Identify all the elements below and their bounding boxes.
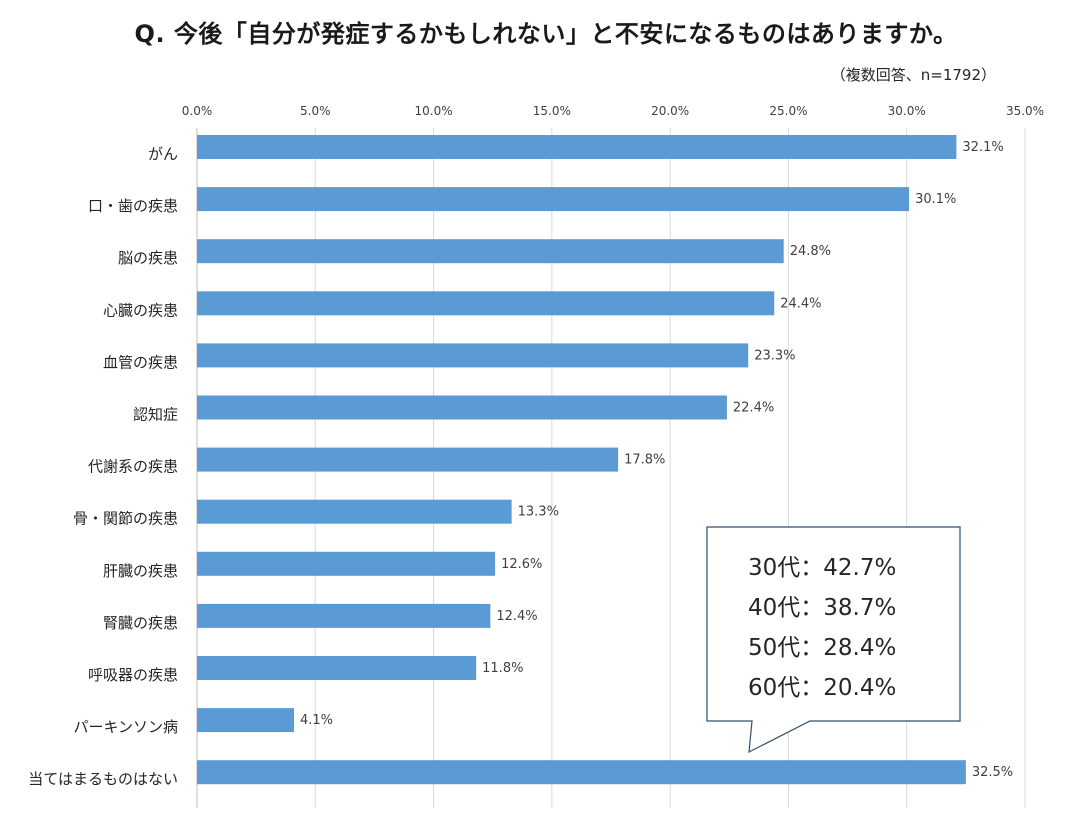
callout-line: 40代：38.7%	[748, 595, 896, 621]
data-label: 32.5%	[972, 765, 1013, 780]
data-label: 12.6%	[501, 557, 542, 572]
callout-line: 60代：20.4%	[748, 675, 896, 701]
data-label: 30.1%	[915, 192, 956, 207]
category-label: 脳の疾患	[118, 249, 178, 267]
data-label: 17.8%	[624, 453, 665, 468]
data-label: 11.8%	[482, 661, 523, 676]
category-label: がん	[148, 145, 178, 163]
data-label: 24.8%	[790, 244, 831, 259]
data-label: 22.4%	[733, 401, 774, 416]
bar	[197, 760, 966, 785]
bar	[197, 708, 294, 733]
data-labels: 32.1% 30.1% 24.8% 24.4% 23.3% 22.4% 17.8% 13.3%…	[300, 140, 1013, 780]
data-label: 13.3%	[518, 505, 559, 520]
data-label: 12.4%	[496, 609, 537, 624]
category-label: 血管の疾患	[103, 353, 178, 371]
category-label: 肝臓の疾患	[103, 562, 178, 580]
category-label: 口・歯の疾患	[88, 197, 178, 215]
callout-line: 50代：28.4%	[748, 635, 896, 661]
x-axis-ticks: 0.0% 5.0% 10.0% 15.0% 20.0% 25.0% 30.0% 35.0%	[182, 104, 1044, 118]
category-label: 当てはまるものはない	[28, 770, 178, 788]
bar	[197, 603, 491, 628]
bar	[197, 239, 784, 264]
x-tick-label: 25.0%	[769, 104, 807, 118]
data-label: 24.4%	[780, 296, 821, 311]
bar	[197, 551, 496, 576]
category-label: 代謝系の疾患	[88, 458, 178, 476]
x-tick-label: 5.0%	[300, 104, 331, 118]
category-label: 認知症	[133, 406, 178, 424]
category-label: 腎臓の疾患	[103, 614, 178, 632]
category-label: 骨・関節の疾患	[73, 510, 178, 528]
bars	[197, 135, 966, 785]
bar	[197, 499, 512, 524]
data-label: 32.1%	[962, 140, 1003, 155]
chart-title: Q. 今後「自分が発症するかもしれない」と不安になるものはありますか。	[134, 20, 958, 48]
bar	[197, 395, 727, 420]
x-tick-label: 10.0%	[415, 104, 453, 118]
callout-line: 30代：42.7%	[748, 555, 896, 581]
data-label: 23.3%	[754, 348, 795, 363]
bar	[197, 447, 619, 472]
category-label: 心臓の疾患	[103, 301, 178, 319]
category-label: パーキンソン病	[73, 718, 178, 736]
bar	[197, 291, 775, 316]
x-tick-label: 15.0%	[533, 104, 571, 118]
x-tick-label: 20.0%	[651, 104, 689, 118]
bar	[197, 656, 477, 680]
category-label: 呼吸器の疾患	[88, 666, 178, 684]
x-tick-label: 35.0%	[1006, 104, 1044, 118]
category-labels: がん口・歯の疾患脳の疾患心臓の疾患血管の疾患認知症代謝系の疾患骨・関節の疾患肝臓…	[28, 145, 178, 788]
x-tick-label: 0.0%	[182, 104, 213, 118]
data-label: 4.1%	[300, 713, 333, 728]
callout-box: 30代：42.7% 40代：38.7% 50代：28.4% 60代：20.4%	[706, 526, 961, 754]
bar	[197, 343, 749, 368]
x-tick-label: 30.0%	[888, 104, 926, 118]
callout-shape	[706, 526, 961, 754]
bar	[197, 187, 910, 212]
chart-subtitle: （複数回答、n=1792）	[830, 66, 996, 84]
bar	[197, 135, 957, 159]
